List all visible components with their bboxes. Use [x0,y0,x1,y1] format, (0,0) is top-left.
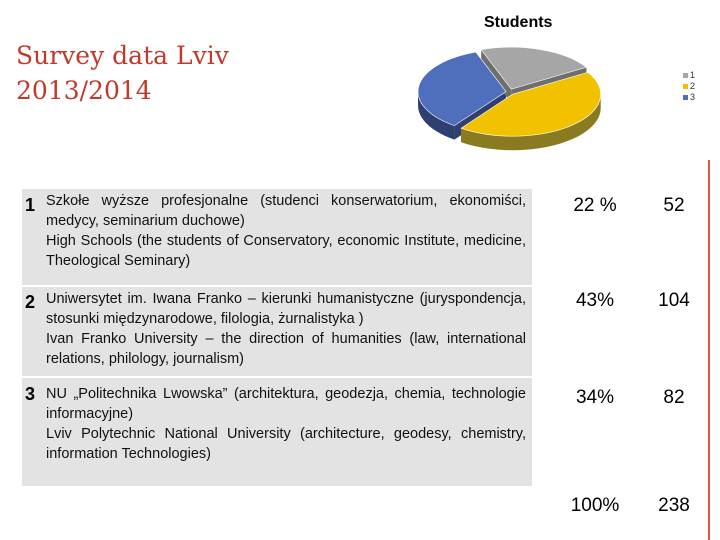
table-row: 3 NU „Politechnika Lwowska” (architektur… [22,378,690,486]
row-description: Szkołe wyższe profesjonalne (studenci ko… [46,191,526,271]
row-percent: 22 % [573,195,617,216]
row-number: 3 [25,384,36,404]
row-percent: 43% [575,290,615,311]
pie-slice-2 [460,71,602,137]
pie-slice-3 [417,51,507,126]
row-text-english: Ivan Franko University – the direction o… [46,331,526,367]
pie-chart [417,46,602,151]
row-count: 52 [663,195,685,216]
total-count: 238 [658,495,690,516]
page-title-line1: Survey data Lviv [16,41,229,70]
pie-slice-1 [480,46,588,90]
table-row: 1 Szkołe wyższe profesjonalne (studenci … [22,189,690,285]
row-percent: 34% [575,387,615,408]
row-text-english: Lviv Polytechnic National University (ar… [46,426,526,462]
row-number: 2 [25,292,36,312]
legend-label-1: 1 [690,70,696,80]
row-text-polish: NU „Politechnika Lwowska” (architektura,… [46,386,526,422]
legend-label-3: 3 [690,92,696,102]
page-title: Survey data Lviv 2013/2014 [16,38,229,108]
row-text-polish: Uniwersytet im. Iwana Franko – kierunki … [46,291,526,327]
chart-legend: 1 2 3 [683,70,695,103]
row-text-english: High Schools (the students of Conservato… [46,233,526,269]
legend-label-2: 2 [690,81,696,91]
table-row: 2 Uniwersytet im. Iwana Franko – kierunk… [22,287,690,376]
total-percent: 100% [570,495,620,516]
page-title-line2: 2013/2014 [16,76,152,105]
row-description: Uniwersytet im. Iwana Franko – kierunki … [46,289,526,369]
pie-slice-side-3 [418,91,455,140]
table-row-bg [22,189,532,285]
total-row: 100% 238 [22,488,690,520]
table-row-bg [22,287,532,376]
row-count: 104 [658,290,690,311]
row-text-polish: Szkołe wyższe profesjonalne (studenci ko… [46,193,526,229]
table-row-bg [22,378,532,486]
row-number: 1 [25,195,36,215]
accent-bar [708,160,710,540]
chart-title: Students [484,14,553,31]
legend-swatch-2 [683,84,688,89]
pie-slice-side-2 [461,94,601,151]
legend-item-2: 2 [683,81,695,92]
row-description: NU „Politechnika Lwowska” (architektura,… [46,384,526,464]
legend-swatch-1 [683,73,688,78]
row-count: 82 [663,387,685,408]
legend-swatch-3 [683,95,688,100]
legend-item-3: 3 [683,92,695,103]
legend-item-1: 1 [683,70,695,81]
